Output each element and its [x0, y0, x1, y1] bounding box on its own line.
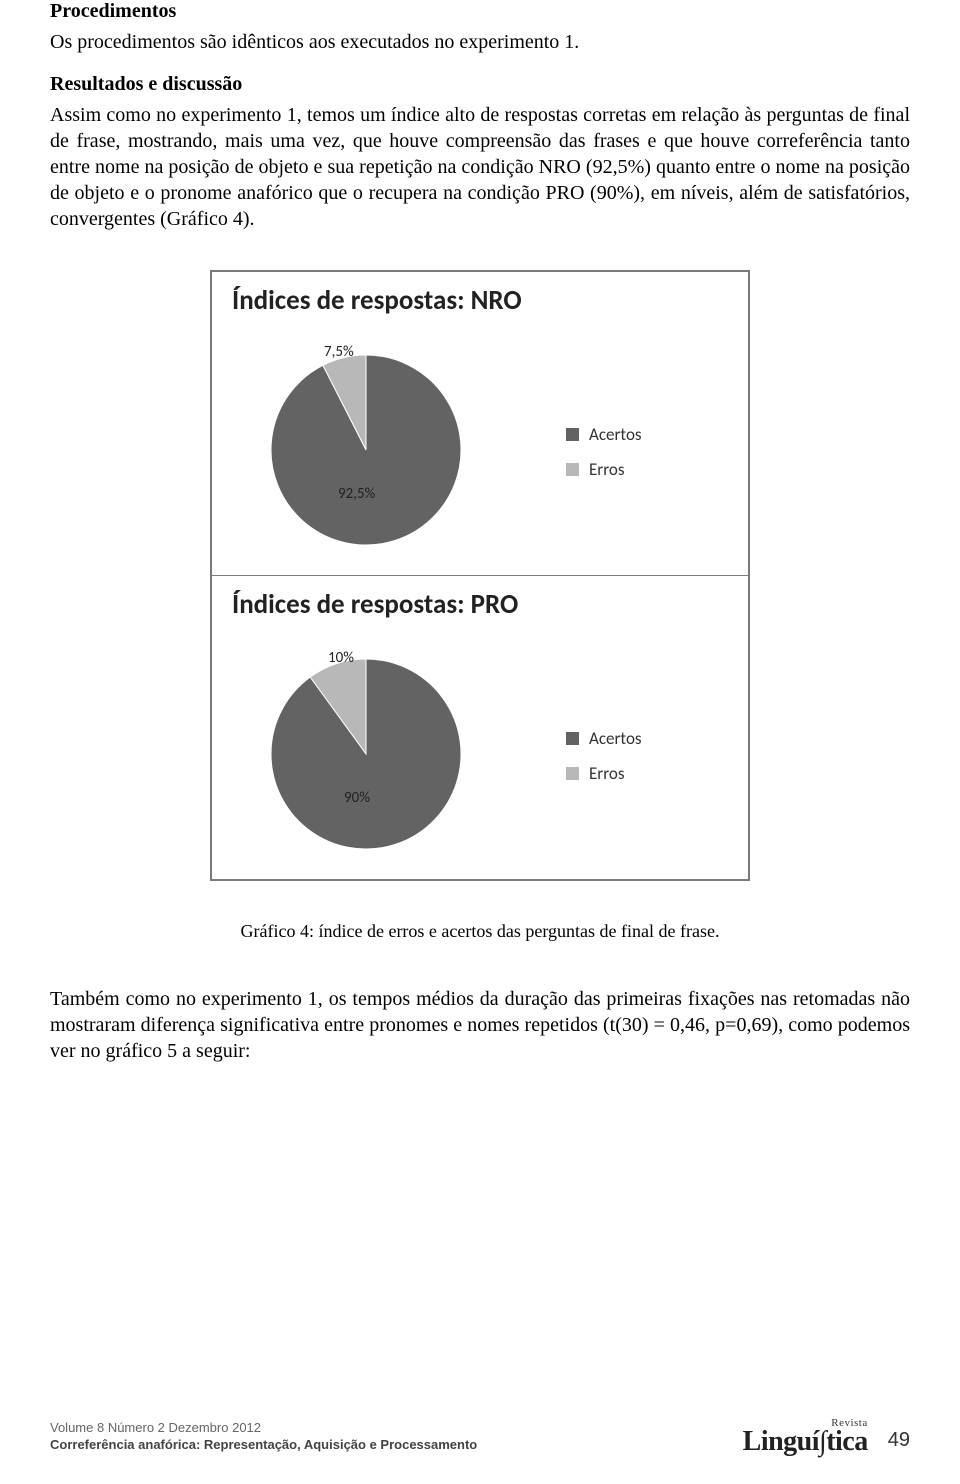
heading-procedimentos: Procedimentos [50, 0, 910, 23]
chart-title-pro: Índices de respostas: PRO [232, 588, 734, 621]
section-resultados: Resultados e discussão Assim como no exp… [50, 73, 910, 232]
legend-swatch-icon [566, 463, 579, 476]
chart-panel-pro: Índices de respostas: PRO 10% 90% Acerto… [211, 576, 749, 880]
legend-item-nro-acertos: Acertos [566, 424, 642, 445]
chart-panel-nro: Índices de respostas: NRO 7,5% 92,5% Ace… [211, 271, 749, 576]
figure-caption: Gráfico 4: índice de erros e acertos das… [50, 921, 910, 942]
body-resultados: Assim como no experimento 1, temos um ín… [50, 102, 910, 232]
legend-item-pro-acertos: Acertos [566, 728, 642, 749]
page-number: 49 [888, 1429, 910, 1454]
legend-label: Acertos [589, 424, 642, 445]
pie-nro: 7,5% 92,5% [226, 325, 506, 555]
section-procedimentos: Procedimentos Os procedimentos são idênt… [50, 0, 910, 55]
footer-issue-title: Correferência anafórica: Representação, … [50, 1436, 477, 1454]
legend-label: Erros [589, 459, 625, 480]
footer-volume: Volume 8 Número 2 Dezembro 2012 [50, 1419, 477, 1437]
footer-left: Volume 8 Número 2 Dezembro 2012 Correfer… [50, 1419, 477, 1454]
journal-big: Linguí∫tica [743, 1426, 868, 1457]
page-footer: Volume 8 Número 2 Dezembro 2012 Correfer… [50, 1419, 910, 1454]
legend-item-pro-erros: Erros [566, 763, 642, 784]
legend-swatch-icon [566, 732, 579, 745]
legend-label: Acertos [589, 728, 642, 749]
legend-swatch-icon [566, 767, 579, 780]
legend-item-nro-erros: Erros [566, 459, 642, 480]
journal-logo: Revista Linguí∫tica [743, 1419, 868, 1454]
legend-swatch-icon [566, 428, 579, 441]
pie-pro-svg [226, 629, 506, 859]
footer-right: Revista Linguí∫tica 49 [743, 1419, 910, 1454]
heading-resultados: Resultados e discussão [50, 73, 910, 96]
pie-nro-svg [226, 325, 506, 555]
legend-nro: Acertos Erros [566, 424, 642, 480]
body-procedimentos: Os procedimentos são idênticos aos execu… [50, 29, 910, 55]
legend-pro: Acertos Erros [566, 728, 642, 784]
charts-container: Índices de respostas: NRO 7,5% 92,5% Ace… [210, 270, 750, 881]
legend-label: Erros [589, 763, 625, 784]
pie-pro: 10% 90% [226, 629, 506, 859]
pie-label-nro-acertos: 92,5% [338, 485, 375, 503]
pie-label-nro-erros: 7,5% [324, 343, 354, 361]
chart-title-nro: Índices de respostas: NRO [232, 284, 734, 317]
pie-label-pro-erros: 10% [328, 649, 354, 667]
pie-label-pro-acertos: 90% [344, 789, 370, 807]
post-caption-paragraph: Também como no experimento 1, os tempos … [50, 986, 910, 1064]
